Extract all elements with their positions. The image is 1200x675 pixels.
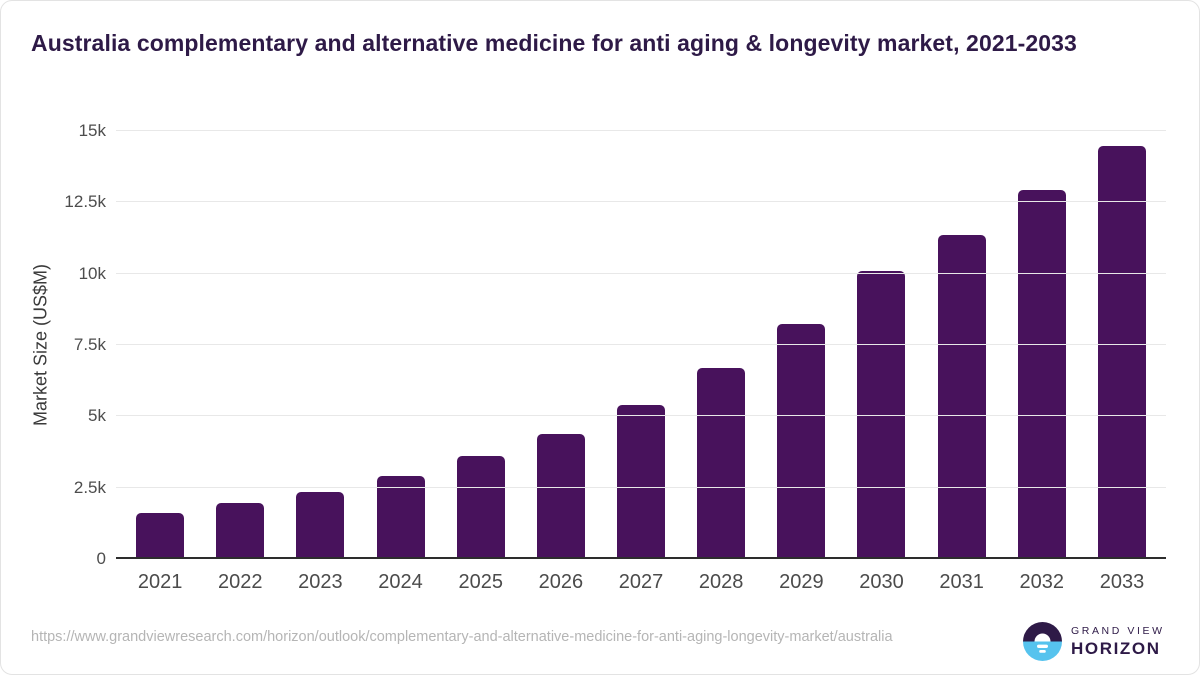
gridline [116, 130, 1166, 131]
bar-slot [761, 131, 841, 559]
y-axis-ticks: 0 2.5k 5k 7.5k 10k 12.5k 15k [1, 121, 106, 568]
bar-2031 [937, 235, 986, 559]
bar-2027 [617, 404, 666, 559]
bar-slot [681, 131, 761, 559]
x-tick-label-2021: 2021 [137, 571, 183, 593]
x-tick-label-2022: 2022 [217, 571, 263, 593]
brand-name-bottom: HORIZON [1071, 638, 1161, 658]
bar-slot [841, 131, 921, 559]
gridline [116, 344, 1166, 345]
y-tick-label: 5k [88, 406, 106, 426]
bar-slot [200, 131, 280, 559]
gridline [116, 415, 1166, 417]
x-tick-label-2032: 2032 [1019, 571, 1065, 593]
bar-2023 [296, 491, 345, 559]
y-tick-label: 15k [78, 121, 106, 140]
chart-title: Australia complementary and alternative … [31, 30, 1077, 56]
bar-2021 [136, 513, 185, 559]
y-tick-label: 12.5k [64, 192, 106, 212]
brand-name-top: GRAND VIEW [1071, 624, 1165, 637]
gridline [116, 272, 1166, 274]
brand-logo-text: GRAND VIEW HORIZON [1071, 625, 1165, 659]
x-tick-label-2025: 2025 [458, 571, 503, 593]
bar-slot [280, 131, 360, 559]
bar-slot [601, 131, 681, 559]
x-tick-label-2024: 2024 [378, 571, 423, 593]
bars-container [116, 131, 1166, 559]
x-axis-line [116, 557, 1166, 559]
bar-slot [1002, 131, 1082, 559]
bar-2028 [697, 367, 746, 559]
y-tick-label: 10k [78, 263, 106, 283]
horizon-logo-icon [1023, 622, 1062, 661]
bar-2033 [1097, 145, 1146, 559]
x-tick-label-2033: 2033 [1099, 571, 1145, 593]
bar-slot [1082, 131, 1162, 559]
bar-slot [441, 131, 521, 559]
bar-slot [360, 131, 440, 559]
bar-2025 [456, 456, 505, 559]
bar-2024 [376, 476, 425, 559]
x-tick-label-2026: 2026 [538, 571, 584, 593]
x-tick-label-2029: 2029 [779, 571, 824, 593]
x-tick-label-2027: 2027 [618, 571, 664, 593]
source-url: https://www.grandviewresearch.com/horizo… [31, 629, 893, 645]
gridline [116, 486, 1166, 488]
bar-slot [120, 131, 200, 559]
x-axis-labels: 2021 2022 2023 2024 2025 2026 2027 2028 2029 2030… [116, 571, 1166, 594]
bar-2032 [1017, 190, 1066, 559]
y-tick-label: 0 [96, 549, 106, 568]
gridline [116, 201, 1166, 203]
x-tick-label-2028: 2028 [698, 571, 744, 593]
bar-2030 [857, 271, 906, 559]
x-tick-label-2031: 2031 [939, 571, 984, 593]
y-tick-label: 7.5k [73, 335, 106, 354]
bar-slot [922, 131, 1002, 559]
brand-logo: GRAND VIEW HORIZON [1023, 622, 1165, 661]
bar-slot [521, 131, 601, 559]
plot-area [116, 130, 1166, 559]
x-tick-label-2030: 2030 [859, 571, 904, 593]
x-tick-label-2023: 2023 [298, 571, 343, 593]
bar-2022 [216, 503, 265, 559]
bar-2026 [536, 433, 585, 559]
y-tick-label: 2.5k [73, 477, 106, 497]
bar-2029 [777, 324, 826, 559]
